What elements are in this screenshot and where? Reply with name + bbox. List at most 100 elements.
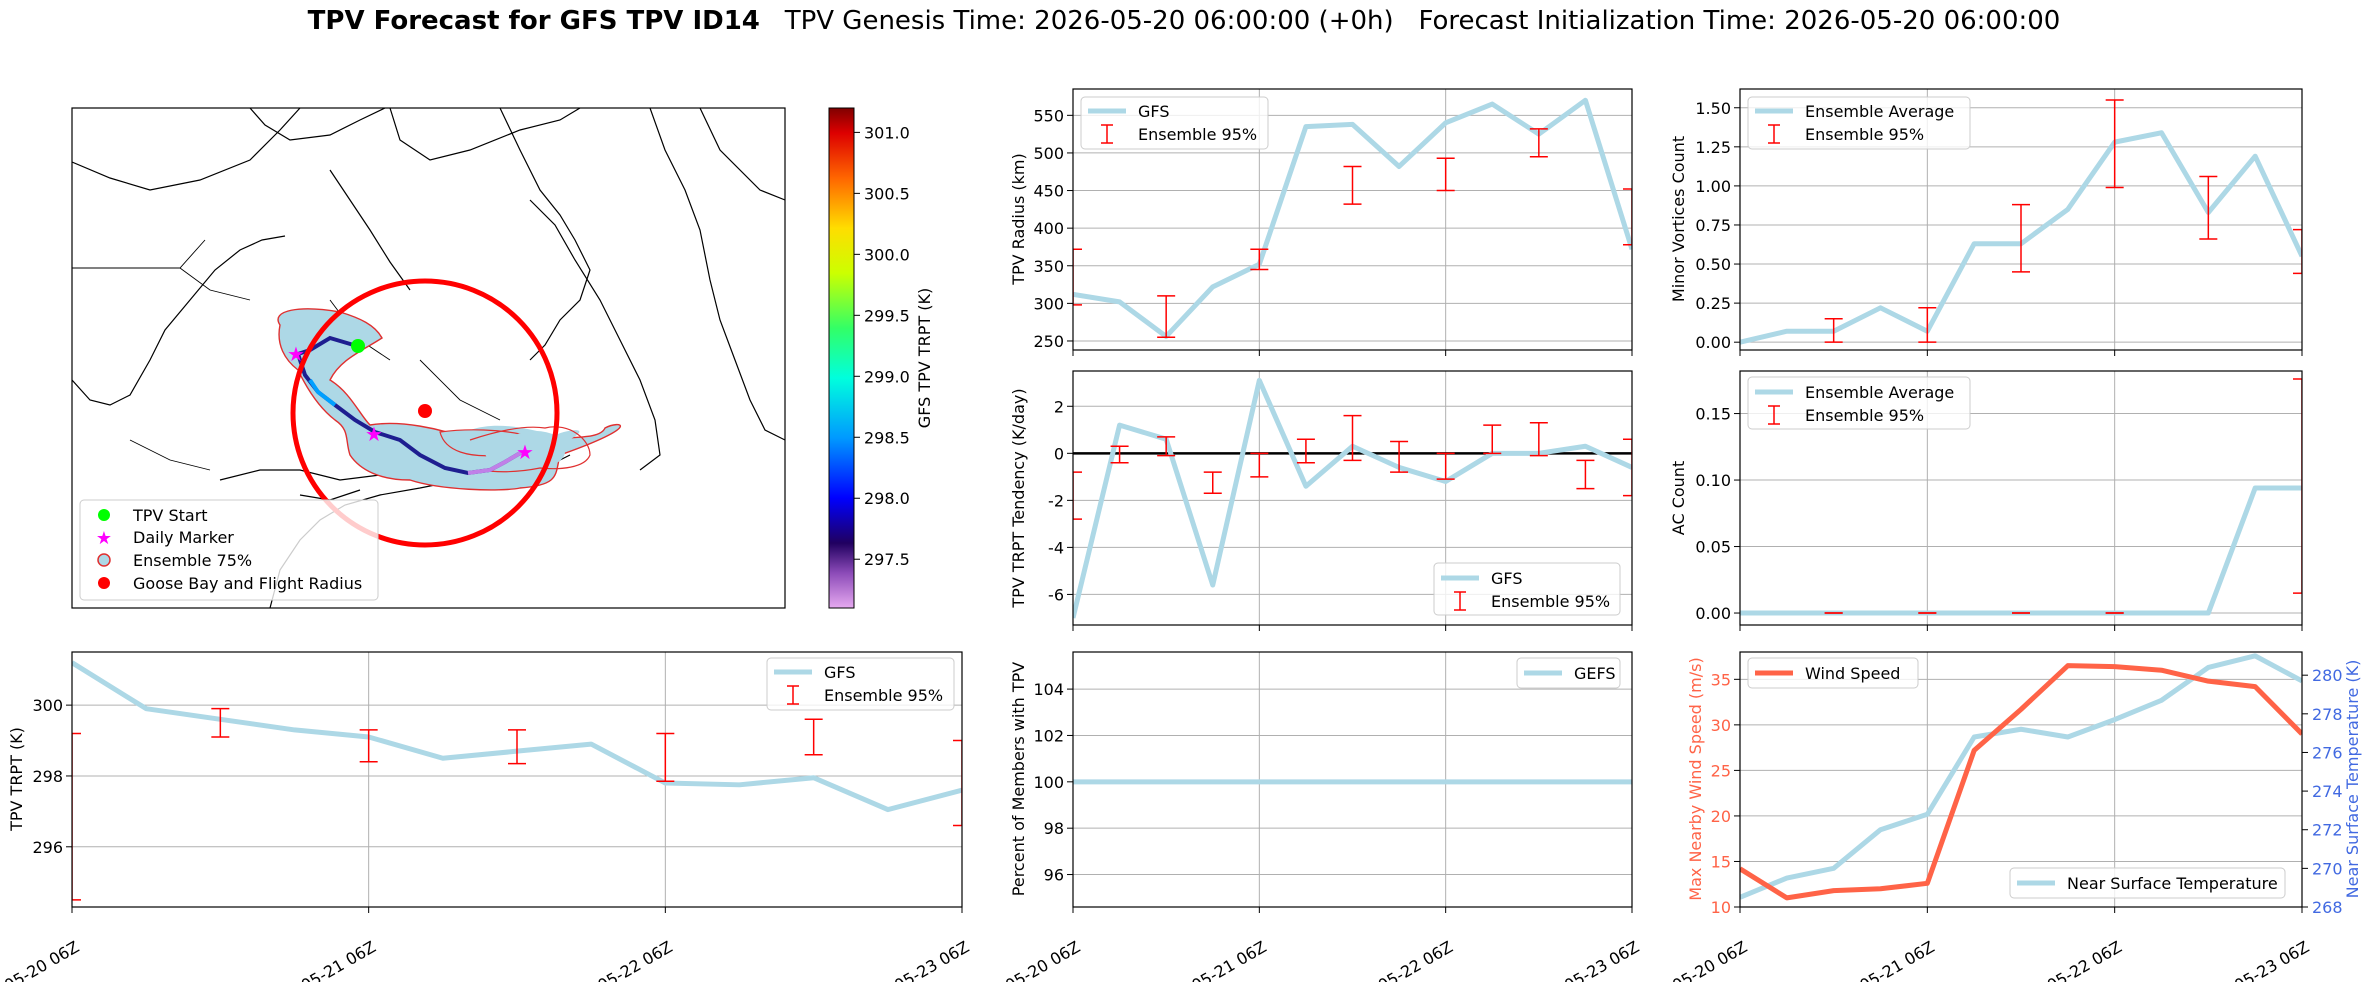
- tendency-errorbar: [1073, 471, 1082, 520]
- wind-legend-label: Wind Speed: [1805, 664, 1900, 683]
- members-xtick-label: 05-20 06Z: [1002, 937, 1083, 982]
- trpt-ytick-label: 298: [32, 767, 63, 786]
- minor-ytick-label: 1.50: [1695, 99, 1731, 118]
- members-xtick-label: 05-23 06Z: [1561, 937, 1642, 982]
- radius-ytick-label: 450: [1033, 182, 1064, 201]
- ac-frame: [1739, 370, 2303, 626]
- wind-ytick-label: 15: [1711, 852, 1731, 871]
- radius-plot: 250 300 350 400 450 500 550 TPV Radius (km) GF…: [1009, 88, 1633, 356]
- wind-ytick-label: 10: [1711, 898, 1731, 917]
- wind-ytick-label: 35: [1711, 670, 1731, 689]
- radius-errorbar: [1250, 248, 1269, 271]
- trpt-errorbar: [953, 739, 962, 827]
- radius-legend-ens: Ensemble 95%: [1138, 125, 1257, 144]
- trpt-xtick-label: 05-22 06Z: [594, 937, 675, 982]
- radius-ytick-label: 550: [1033, 106, 1064, 125]
- legend-ensemble-symbol: [97, 553, 111, 567]
- colorbar-tick-label: 299.5: [864, 306, 910, 325]
- legend-daily-symbol: ★: [96, 528, 112, 549]
- ac-legend-errorbar: [1768, 405, 1780, 425]
- minor-ytick-label: 0.75: [1695, 216, 1731, 235]
- wind-frame: [1739, 651, 2303, 908]
- figure-title-init: Forecast Initialization Time: 2026-05-20…: [1418, 6, 2061, 36]
- tendency-errorbar: [1343, 414, 1362, 462]
- wind-series2-line: [1740, 653, 2302, 900]
- wind-plot-area: 10 15 20 25 30 35 05-20 06Z 05-21 06Z 05-22 06Z 0…: [1669, 651, 2343, 982]
- ac-ytick-label: 0.00: [1695, 604, 1731, 623]
- tendency-errorbar: [1576, 459, 1595, 490]
- ac-marks: [1740, 378, 2302, 616]
- tendency-plot: -6 -4 -2 0 2 TPV TRPT Tendency (K/day) GFS E…: [1009, 370, 1633, 631]
- members-legend-gefs: GEFS: [1574, 664, 1616, 683]
- wind-y2tick-label: 278: [2312, 705, 2343, 724]
- coastline-labrador: [529, 199, 661, 471]
- radius-marks: [1073, 97, 1632, 339]
- daily-marker-2: ★: [365, 422, 383, 446]
- wind-marks: [1740, 653, 2302, 901]
- trpt-xtick-label: 05-21 06Z: [298, 937, 379, 982]
- map-panel: ★ ★ ★ TPV Start ★ Daily Marker Ensemble …: [71, 107, 934, 609]
- colorbar-tick-label: 298.0: [864, 489, 910, 508]
- minor-vortices-plot: 0.00 0.25 0.50 0.75 1.00 1.25 1.50 Minor Vorti…: [1669, 88, 2303, 356]
- members-frame: [1072, 651, 1633, 908]
- radius-ytick-label: 300: [1033, 294, 1064, 313]
- minor-errorbar: [2199, 175, 2218, 240]
- trpt-plot: 296 298 300 05-20 06Z 05-21 06Z 05-22 06Z 05-2…: [1, 651, 972, 982]
- tendency-errorbar: [1623, 438, 1632, 497]
- minor-errorbar: [1824, 317, 1843, 343]
- trpt-legend: GFS Ensemble 95%: [766, 657, 955, 711]
- coastline-northwest: [72, 108, 301, 191]
- wind-ytick-label: 20: [1711, 807, 1731, 826]
- members-plot-area: 96 98 100 102 104 05-20 06Z 05-21 06Z 05-22 06Z…: [1002, 651, 1642, 982]
- trpt-marks: [72, 660, 962, 901]
- temp-legend-box: [2009, 867, 2286, 899]
- tendency-errorbar: [1250, 452, 1269, 478]
- tendency-errorbar: [1483, 424, 1502, 455]
- wind-y2tick-label: 272: [2312, 821, 2343, 840]
- radius-errorbar: [1529, 128, 1548, 158]
- members-grid: 96 98 100 102 104 05-20 06Z 05-21 06Z 05-22 06Z…: [1002, 652, 1642, 982]
- wind-xtick-label: 05-22 06Z: [2044, 937, 2125, 982]
- legend-goosebay-label: Goose Bay and Flight Radius: [133, 574, 362, 593]
- tendency-errorbar: [1296, 438, 1315, 464]
- wind-y2tick-label: 280: [2312, 666, 2343, 685]
- minor-legend-avg: Ensemble Average: [1805, 102, 1954, 121]
- radius-legend-gfs: GFS: [1138, 102, 1169, 121]
- wind-y2tick-label: 270: [2312, 859, 2343, 878]
- tendency-errorbar: [1390, 440, 1409, 473]
- tendency-errorbar: [1110, 445, 1129, 464]
- tendency-errorbar: [1157, 436, 1176, 457]
- tendency-legend: GFS Ensemble 95%: [1433, 562, 1621, 616]
- radius-legend-errorbar: [1101, 124, 1113, 144]
- members-plot: 96 98 100 102 104 05-20 06Z 05-21 06Z 05-22 06Z…: [1002, 651, 1642, 982]
- map-legend-box: [79, 499, 379, 601]
- radius-errorbar: [1623, 188, 1632, 246]
- figure-title-main: TPV Forecast for GFS TPV ID14: [307, 6, 760, 36]
- wind-grid: 10 15 20 25 30 35 05-20 06Z 05-21 06Z 05-22 06Z 0…: [1669, 652, 2343, 982]
- minor-ytick-label: 0.00: [1695, 333, 1731, 352]
- wind-legend-box: [1747, 657, 1919, 689]
- trpt-errorbar: [359, 729, 378, 763]
- map-legend: TPV Start ★ Daily Marker Ensemble 75% Go…: [79, 499, 379, 601]
- radius-ytick-label: 500: [1033, 144, 1064, 163]
- colorbar-tick-label: 300.5: [864, 184, 910, 203]
- figure-title-genesis: TPV Genesis Time: 2026-05-20 06:00:00 (+…: [784, 6, 1394, 36]
- wind-xtick-label: 05-20 06Z: [1669, 937, 1750, 982]
- trpt-errorbar: [804, 718, 823, 756]
- trpt-legend-ens: Ensemble 95%: [824, 686, 943, 705]
- tendency-plot-area: -6 -4 -2 0 2: [1048, 370, 1633, 631]
- trpt-legend-box: [766, 657, 955, 711]
- tendency-marks: [1073, 377, 1632, 619]
- trpt-legend-gfs: GFS: [824, 663, 855, 682]
- tpv-start-marker: [351, 339, 365, 353]
- members-legend-box: [1516, 657, 1621, 689]
- minor-ytick-label: 1.25: [1695, 138, 1731, 157]
- tendency-legend-ens: Ensemble 95%: [1491, 592, 1610, 611]
- minor-legend-ens: Ensemble 95%: [1805, 125, 1924, 144]
- coastline-greenland: [649, 108, 785, 441]
- colorbar-tick-label: 299.0: [864, 367, 910, 386]
- wind-y2tick-label: 274: [2312, 782, 2343, 801]
- wind-ytick-label: 30: [1711, 716, 1731, 735]
- figure-title: TPV Forecast for GFS TPV ID14 TPV Genesi…: [0, 6, 2368, 36]
- trpt-ytick-label: 300: [32, 696, 63, 715]
